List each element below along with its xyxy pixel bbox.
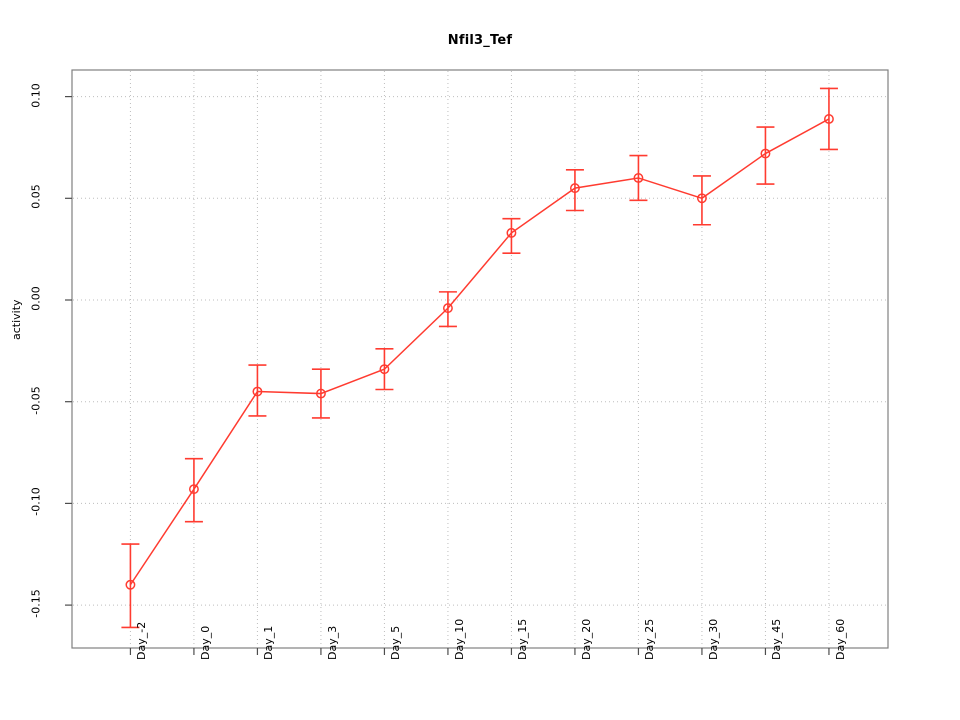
data-point [252,386,263,397]
data-point [569,183,580,194]
x-tick-label: Day_60 [833,618,847,660]
data-point [442,303,453,314]
series-line [129,118,830,586]
data-point [696,193,707,204]
x-tick-label: Day_20 [579,618,593,660]
x-tick-label: Day_10 [452,618,466,660]
y-tick-label: -0.15 [29,589,43,618]
data-point [760,148,771,159]
data-point [506,227,517,238]
y-axis-ticks [65,95,72,606]
plot-frame [71,69,889,649]
data-point [379,364,390,375]
chart-title: Nfil3_Tef [447,33,513,48]
data-point [633,173,644,183]
y-tick-label: 0.10 [29,82,43,108]
y-tick-label: 0.05 [29,184,43,210]
data-points-group [125,114,834,590]
y-tick-label: -0.10 [29,487,43,517]
data-point [188,484,199,495]
y-tick-label: -0.05 [29,385,43,415]
x-tick-label: Day_15 [516,618,530,660]
x-axis-ticks [129,648,830,655]
x-tick-label: Day_1 [262,625,276,660]
data-point [823,114,834,124]
x-tick-label: Day_-2 [135,621,149,660]
data-point [125,579,136,590]
x-tick-label: Day_3 [325,625,339,660]
gridlines-group [73,71,887,647]
x-tick-label: Day_0 [198,625,212,660]
y-tick-label: 0.00 [29,286,43,311]
data-point [315,388,326,399]
error-bars-group [121,87,838,629]
x-tick-label: Day_30 [706,618,720,660]
data-line [129,118,830,586]
x-tick-label: Day_45 [770,618,784,660]
x-tick-label: Day_25 [643,618,657,660]
x-tick-label: Day_5 [389,625,403,660]
